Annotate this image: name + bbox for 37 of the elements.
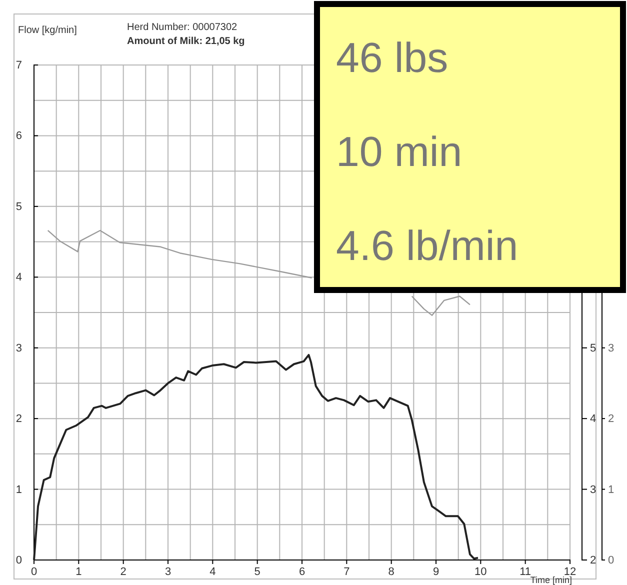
x-tick-label: 2	[120, 566, 126, 578]
x-tick-label: 11	[520, 566, 532, 578]
y3-tick-label: 1	[608, 484, 614, 496]
y-tick-label: 2	[16, 413, 22, 426]
x-tick-label: 9	[432, 566, 440, 578]
x-tick-label: 1	[76, 566, 82, 578]
x-tick-label: 10	[474, 566, 487, 578]
x-tick-label: 0	[30, 566, 38, 578]
y2-tick-label: 4	[590, 413, 596, 426]
y-tick-label: 5	[16, 200, 22, 213]
y-tick-label: 4	[16, 272, 22, 284]
annotation: 10 min	[336, 128, 462, 175]
x-tick-label: 5	[254, 566, 260, 578]
y-tick-label: 7	[16, 60, 22, 72]
x-tick-label: 8	[388, 566, 394, 578]
y-tick-label: 0	[16, 554, 22, 567]
line-series	[33, 354, 479, 561]
text: Amount of Milk: 21,05 kg	[127, 36, 245, 47]
annotation: 4.6 lb/min	[336, 222, 518, 269]
x-tick-label: 3	[164, 566, 172, 578]
y2-tick-label: 2	[590, 554, 596, 567]
y3-tick-label: 3	[608, 342, 614, 354]
x-axis-title: Time [min]	[530, 575, 572, 585]
x-tick-label: 12	[564, 566, 576, 578]
y-axis-title: Flow [kg/min]	[18, 25, 78, 36]
y3-tick-label: 2	[608, 413, 614, 426]
annotation: 46 lbs	[336, 34, 448, 81]
y3-tick-label: 0	[608, 554, 614, 567]
y-tick-label: 1	[16, 484, 22, 496]
x-tick-label: 7	[344, 566, 350, 578]
x-tick-label: 6	[298, 566, 306, 578]
y2-tick-label: 3	[590, 484, 596, 496]
y-tick-label: 3	[16, 342, 22, 354]
text: Herd Number: 00007302	[127, 22, 238, 33]
y2-tick-label: 5	[590, 342, 596, 354]
y-tick-label: 6	[16, 130, 22, 142]
x-tick-label: 4	[210, 566, 216, 578]
